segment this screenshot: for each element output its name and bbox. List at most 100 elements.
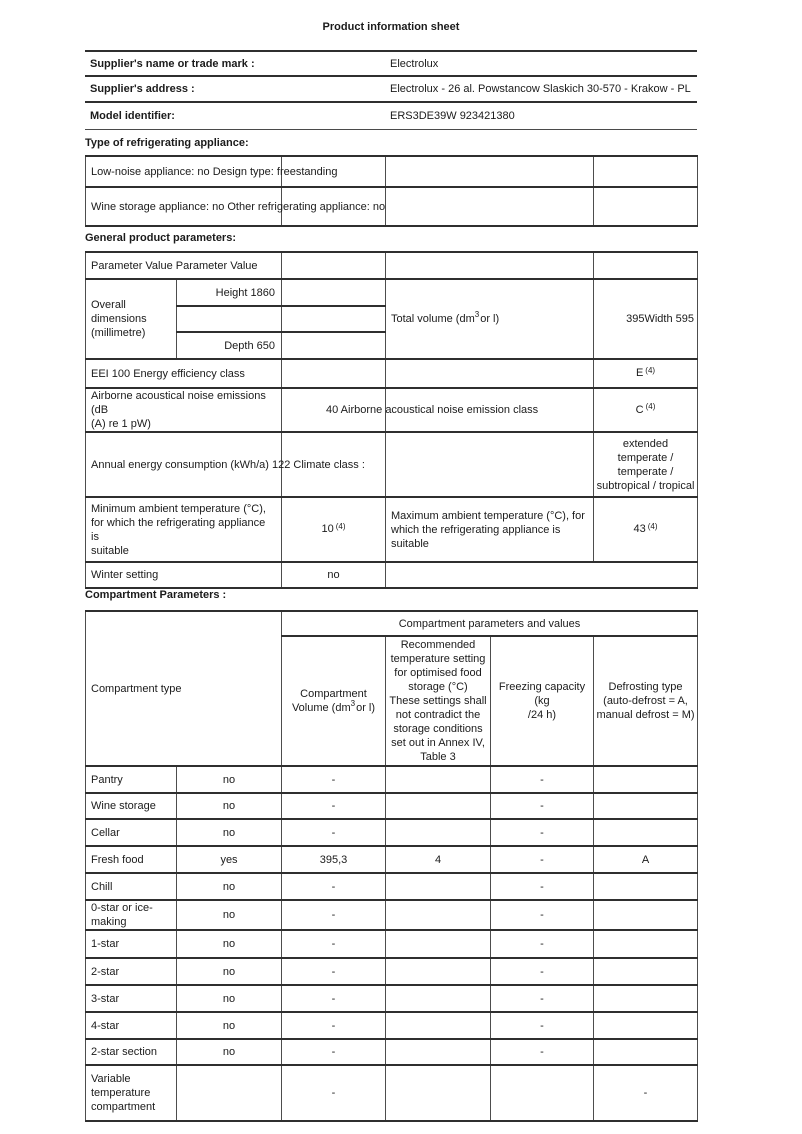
compartment-volume: - [281, 957, 386, 986]
model-identifier-label: Model identifier: [85, 102, 385, 130]
annual-energy-text: Annual energy consumption (kWh/a) 122 Cl… [91, 458, 365, 471]
compartment-volume: - [281, 818, 386, 847]
empty-cell [385, 155, 594, 188]
supplier-address-row: Supplier's address : Electrolux - 26 al.… [85, 76, 697, 103]
compartment-temp [385, 929, 491, 959]
compartment-type: Chill [85, 872, 177, 901]
compartment-header-row-1: Compartment type Compartment parameters … [85, 610, 698, 767]
compartment-defrost [593, 818, 698, 847]
compartment-type: 3-star [85, 984, 177, 1013]
energy-class-value: E (4) [593, 358, 698, 389]
compartment-defrost [593, 1011, 698, 1040]
compartment-temp [385, 957, 491, 986]
general-section-heading: General product parameters: [85, 232, 236, 244]
compartment-row-fresh-food: Fresh food yes 395,3 4 - A [85, 845, 698, 874]
compartment-freezing: - [490, 765, 594, 794]
empty-cell [385, 358, 594, 389]
empty-cell [281, 186, 386, 227]
min-ambient-value: 10 (4) [281, 496, 386, 563]
compartment-present: no [176, 1038, 282, 1066]
compartment-row-variable-temperature: Variable temperature compartment - - [85, 1064, 698, 1122]
low-noise-cell: Low-noise appliance: no Design type: fre… [85, 155, 337, 188]
model-identifier-value: ERS3DE39W 923421380 [385, 102, 697, 130]
dimensions-depth-row: Depth 650 [86, 331, 698, 360]
compartment-volume: - [281, 765, 386, 794]
ambient-temperature-row: Minimum ambient temperature (°C), for wh… [85, 496, 698, 563]
volume-column-header: Compartment Volume (dm3or l) [281, 635, 386, 767]
compartment-defrost [593, 899, 698, 931]
empty-cell [281, 278, 386, 307]
compartment-type: Wine storage [85, 792, 177, 820]
compartment-defrost [593, 765, 698, 794]
height-value: Height 1860 [176, 278, 282, 307]
compartment-row-0-star: 0-star or ice- making no - - [85, 899, 698, 931]
annual-energy-cell: Annual energy consumption (kWh/a) 122 Cl… [85, 431, 365, 498]
supplier-info-table: Supplier's name or trade mark : Electrol… [85, 50, 697, 130]
compartment-row-chill: Chill no - - [85, 872, 698, 901]
empty-cell [281, 331, 386, 360]
empty-cell [385, 186, 594, 227]
empty-cell [593, 155, 698, 188]
compartment-row-pantry: Pantry no - - [85, 765, 698, 794]
freezing-column-header: Freezing capacity (kg /24 h) [490, 635, 594, 767]
compartment-temp: 4 [385, 845, 491, 874]
supplier-address-value: Electrolux - 26 al. Powstancow Slaskich … [385, 76, 697, 103]
compartment-row-cellar: Cellar no - - [85, 818, 698, 847]
dimensions-mid-row [86, 305, 698, 333]
compartment-type: 0-star or ice- making [85, 899, 177, 931]
depth-value: Depth 650 [176, 331, 282, 360]
compartment-type: 1-star [85, 929, 177, 959]
compartment-volume: 395,3 [281, 845, 386, 874]
wine-storage-appliance-text: Wine storage appliance: no Other refrige… [91, 200, 386, 213]
compartment-defrost [593, 1038, 698, 1066]
empty-cell [385, 561, 698, 589]
type-section-heading: Type of refrigerating appliance: [85, 137, 249, 149]
total-volume-label: Total volume (dm3or l) [385, 278, 594, 360]
compartment-temp [385, 899, 491, 931]
compartment-freezing: - [490, 899, 594, 931]
compartment-volume: - [281, 1011, 386, 1040]
supplier-address-label: Supplier's address : [85, 76, 385, 103]
compartment-row-4-star: 4-star no - - [85, 1011, 698, 1040]
parameter-header-cell: Parameter Value Parameter Value [85, 251, 282, 280]
type-row-low-noise: Low-noise appliance: no Design type: fre… [85, 155, 698, 188]
compartment-row-2-star: 2-star no - - [85, 957, 698, 986]
compartment-freezing: - [490, 1038, 594, 1066]
compartment-freezing: - [490, 1011, 594, 1040]
compartment-present: no [176, 899, 282, 931]
compartment-type: Pantry [85, 765, 177, 794]
compartment-section-heading: Compartment Parameters : [85, 589, 227, 601]
climate-class-value: extended temperate / temperate / subtrop… [593, 431, 698, 498]
compartment-present: no [176, 984, 282, 1013]
compartment-freezing: - [490, 957, 594, 986]
eei-row: EEI 100 Energy efficiency class E (4) [85, 358, 698, 389]
empty-cell [385, 431, 594, 498]
compartment-row-wine-storage: Wine storage no - - [85, 792, 698, 820]
compartment-volume: - [281, 984, 386, 1013]
compartment-volume: - [281, 1038, 386, 1066]
wine-storage-appliance-cell: Wine storage appliance: no Other refrige… [85, 186, 385, 227]
compartment-defrost [593, 929, 698, 959]
parameter-header-row: Parameter Value Parameter Value [85, 251, 698, 280]
compartment-defrost [593, 792, 698, 820]
compartment-type: Fresh food [85, 845, 177, 874]
compartment-freezing: - [490, 872, 594, 901]
compartment-type: 4-star [85, 1011, 177, 1040]
compartment-present [176, 1064, 282, 1122]
compartment-volume: - [281, 929, 386, 959]
compartment-temp [385, 792, 491, 820]
supplier-name-label: Supplier's name or trade mark : [85, 51, 385, 77]
compartment-present: no [176, 792, 282, 820]
model-identifier-row: Model identifier: ERS3DE39W 923421380 [85, 102, 697, 130]
defrost-column-header: Defrosting type (auto-defrost = A, manua… [593, 635, 698, 767]
empty-cell [593, 251, 698, 280]
compartment-present: no [176, 818, 282, 847]
dimensions-row: Overall dimensions (millimetre) Height 1… [85, 278, 698, 360]
total-volume-value: 395Width 595 [593, 278, 698, 360]
compartment-volume: - [281, 792, 386, 820]
compartment-defrost [593, 984, 698, 1013]
noise-class-value: C (4) [593, 387, 698, 433]
compartment-defrost [593, 872, 698, 901]
empty-cell [281, 251, 386, 280]
compartment-freezing: - [490, 845, 594, 874]
